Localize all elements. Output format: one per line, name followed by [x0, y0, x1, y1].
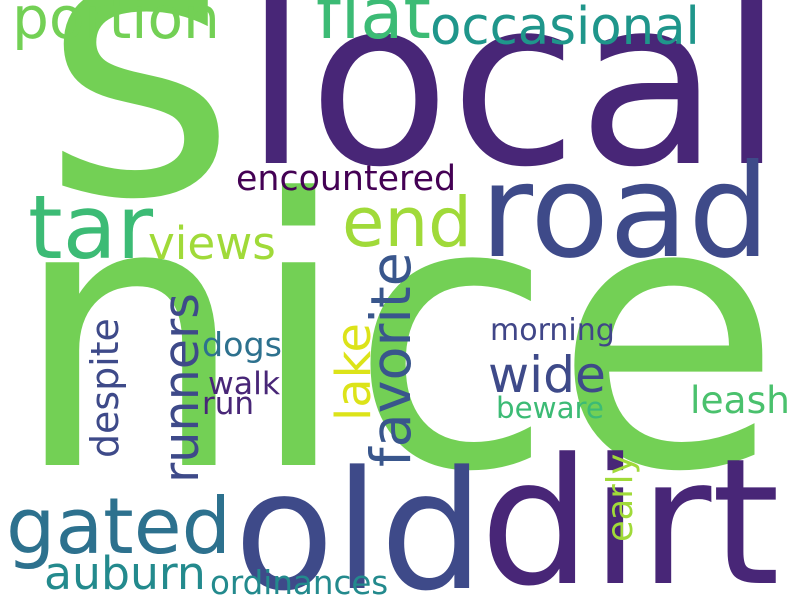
word-occasional: occasional	[430, 0, 700, 57]
word-views: views	[148, 217, 276, 270]
word-beware: beware	[496, 391, 604, 425]
word-portion: portion	[12, 0, 220, 52]
word-lake: lake	[327, 323, 382, 421]
word-encountered: encountered	[236, 159, 456, 199]
word-dirt: dirt	[480, 422, 780, 600]
word-gated: gated	[6, 482, 231, 572]
word-flat: flat	[316, 0, 431, 55]
word-nice: nice	[12, 122, 782, 553]
word-tar: tar	[28, 176, 154, 279]
word-leash: leash	[690, 378, 790, 422]
word-local: local	[244, 0, 784, 218]
word-s: s	[42, 0, 237, 282]
word-dogs: dogs	[202, 325, 282, 364]
word-end: end	[342, 183, 472, 263]
word-early: early	[600, 454, 641, 542]
word-despite: despite	[83, 318, 127, 458]
word-favorite: favorite	[359, 252, 424, 467]
word-road: road	[480, 137, 770, 287]
word-ordinances: ordinances	[210, 564, 388, 600]
word-morning: morning	[490, 313, 615, 348]
word-wide: wide	[488, 345, 606, 404]
word-auburn: auburn	[44, 547, 206, 600]
word-walk: walk	[208, 366, 281, 402]
word-run: run	[202, 386, 254, 422]
word-old: old	[234, 436, 484, 600]
word-runners: runners	[152, 293, 210, 483]
